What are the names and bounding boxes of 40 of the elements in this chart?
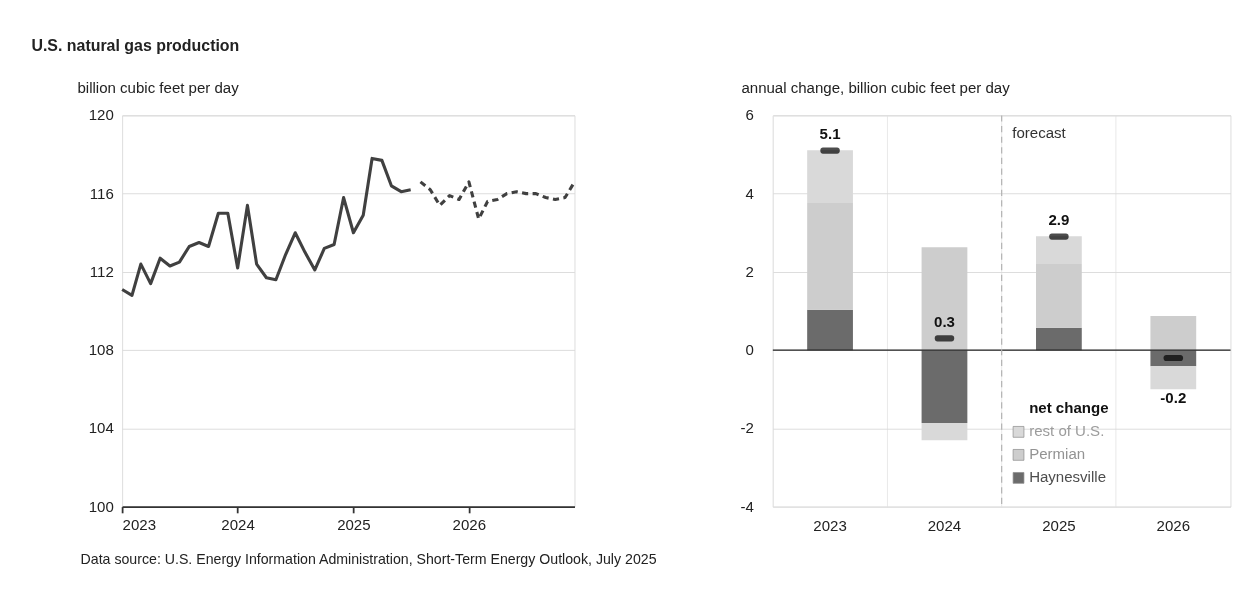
x-tick-label: 2026 [452, 516, 487, 534]
y-tick-label: 104 [88, 419, 114, 437]
legend-label: Haynesville [1029, 468, 1106, 486]
legend-label: Permian [1029, 445, 1086, 463]
bar [921, 350, 968, 423]
y-tick-label: 108 [88, 341, 114, 359]
y-tick-label: 6 [745, 106, 754, 124]
data-label: -0.2 [1160, 389, 1187, 407]
bar [1150, 316, 1197, 351]
y-tick-label: -4 [740, 497, 754, 515]
x-tick-label: 2026 [1156, 517, 1191, 535]
source-note: Data source: U.S. Energy Information Administration, Short-Term Energy Outlook, July 2025 [80, 551, 657, 568]
y-tick-label: 116 [89, 184, 114, 202]
y-tick-label: 0 [745, 341, 754, 359]
bar [1036, 327, 1082, 351]
data-label: 2.9 [1048, 211, 1070, 229]
bar [807, 309, 853, 351]
data-label: 0.3 [934, 312, 955, 330]
line-series [120, 156, 413, 297]
y-tick-label: 120 [88, 106, 114, 124]
x-tick-label: 2024 [221, 516, 255, 534]
y-tick-label: 100 [88, 497, 114, 515]
x-tick-label: 2025 [337, 516, 371, 534]
legend-label: rest of U.S. [1029, 422, 1105, 440]
x-tick-label: 2025 [1042, 517, 1076, 535]
chart-title: U.S. natural gas production [31, 37, 240, 55]
text: net change [1029, 399, 1109, 417]
y-axis-title: annual change, billion cubic feet per day [741, 78, 1011, 96]
x-tick-label: 2023 [122, 516, 157, 534]
y-tick-label: -2 [740, 419, 754, 437]
x-tick-label: 2024 [927, 517, 962, 535]
y-tick-label: 4 [745, 184, 754, 202]
ref-line-label: forecast [1012, 123, 1067, 141]
y-axis-title: billion cubic feet per day [77, 78, 240, 96]
y-tick-label: 112 [89, 262, 114, 280]
data-label: 5.1 [819, 125, 841, 143]
y-tick-label: 2 [745, 262, 754, 280]
line-series [418, 180, 577, 221]
bar [1150, 366, 1197, 390]
x-tick-label: 2023 [813, 517, 847, 535]
